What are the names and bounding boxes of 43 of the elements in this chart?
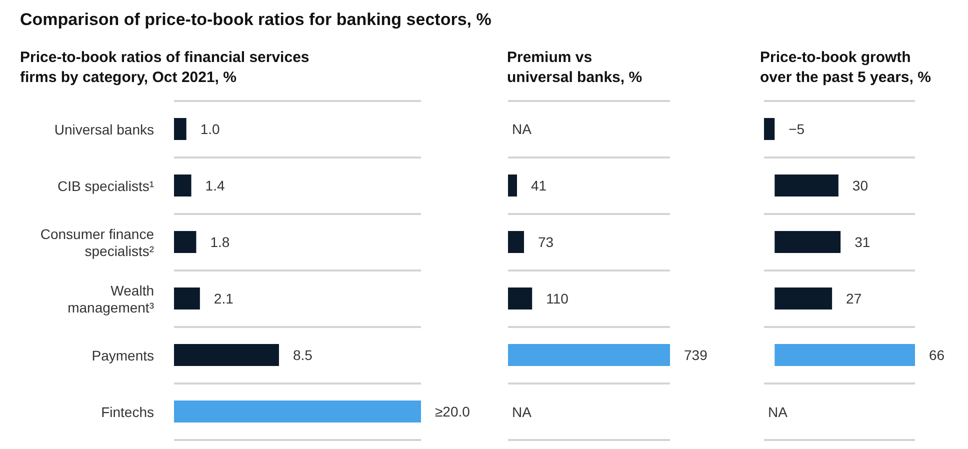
y-tick-label: CIB specialists¹: [58, 178, 154, 194]
data-label: ≥20.0: [435, 404, 470, 420]
data-label: 66: [929, 347, 945, 363]
bar: [774, 231, 841, 253]
bar: [174, 344, 279, 366]
bar: [508, 288, 532, 310]
text: NA: [512, 404, 532, 420]
y-tick-label: Universal banks: [54, 121, 154, 138]
y-tick-label: Wealth management³: [68, 282, 154, 316]
bar: [508, 344, 670, 366]
bar: [174, 174, 192, 196]
data-label: 1.4: [205, 178, 225, 194]
text: NA: [512, 121, 532, 138]
bar: [508, 231, 524, 253]
chart-subtitle: Premium vs universal banks, %: [507, 48, 644, 88]
bar: [774, 174, 838, 196]
bar: [774, 344, 915, 366]
data-label: −5: [788, 121, 805, 137]
bar: [174, 118, 186, 140]
y-tick-label: Consumer finance specialists²: [40, 226, 154, 259]
y-tick-label: Payments: [92, 347, 154, 364]
bar: [174, 400, 421, 422]
bar: [508, 174, 517, 196]
data-label: 30: [852, 178, 868, 194]
data-label: 1.0: [200, 121, 220, 137]
y-tick-label: Fintechs: [101, 404, 154, 420]
chart-title: Comparison of price-to-book ratios for banking sectors, %: [20, 10, 492, 30]
bar: [764, 118, 775, 140]
data-label: 8.5: [292, 347, 313, 363]
data-label: 110: [546, 290, 569, 306]
bar: [774, 288, 832, 310]
data-label: 739: [684, 347, 708, 363]
text: NA: [768, 404, 788, 420]
data-label: 41: [530, 178, 547, 194]
chart-subtitle: Price-to-book ratios of financial services firms by category, Oct 2021, %: [20, 48, 310, 88]
data-label: 1.8: [210, 234, 230, 250]
data-label: 27: [846, 290, 862, 306]
data-label: 2.1: [214, 290, 234, 306]
bar: [174, 231, 196, 253]
data-label: 73: [538, 234, 554, 250]
data-label: 31: [854, 234, 870, 250]
bar: [174, 288, 200, 310]
chart-subtitle: Price-to-book growth over the past 5 years, %: [760, 48, 932, 88]
